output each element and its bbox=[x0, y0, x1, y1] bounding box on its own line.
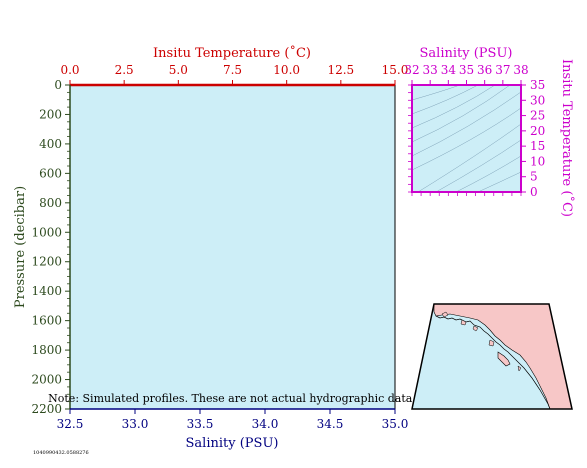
map-frame bbox=[411, 303, 573, 410]
temperature-tick-label: 2.5 bbox=[115, 63, 134, 77]
pressure-tick-label: 1800 bbox=[31, 343, 62, 357]
ts-salinity-tick-label: 38 bbox=[513, 63, 528, 77]
temperature-tick-label: 0.0 bbox=[60, 63, 79, 77]
ts-temperature-tick-label: 5 bbox=[530, 170, 538, 184]
temperature-axis-label: Insitu Temperature (˚C) bbox=[153, 45, 311, 61]
ts-salinity-axis-label: Salinity (PSU) bbox=[420, 46, 513, 61]
pressure-tick-label: 2200 bbox=[31, 402, 62, 416]
salinity-tick-label: 34.0 bbox=[252, 417, 279, 431]
ts-temperature-axis-label: Insitu Temperature (˚C) bbox=[559, 59, 575, 217]
density-isolines bbox=[412, 85, 521, 192]
ts-temperature-tick-label: 35 bbox=[530, 78, 545, 92]
pressure-tick-label: 0 bbox=[54, 78, 62, 92]
pressure-tick-label: 1400 bbox=[31, 284, 62, 298]
pressure-axis-label: Pressure (decibar) bbox=[13, 186, 28, 308]
temperature-tick-label: 12.5 bbox=[327, 63, 354, 77]
pressure-tick-label: 400 bbox=[39, 137, 62, 151]
salinity-tick-label: 35.0 bbox=[382, 417, 409, 431]
temperature-tick-label: 15.0 bbox=[382, 63, 409, 77]
ts-salinity-tick-label: 36 bbox=[477, 63, 492, 77]
salinity-tick-label: 33.5 bbox=[187, 417, 214, 431]
footer-identifier: 1040990432.0588276 bbox=[33, 450, 89, 456]
ts-salinity-tick-label: 35 bbox=[459, 63, 474, 77]
locator-map bbox=[411, 303, 573, 410]
pressure-tick-label: 600 bbox=[39, 166, 62, 180]
ts-plot-area bbox=[412, 85, 521, 192]
ts-temperature-tick-label: 20 bbox=[530, 124, 545, 138]
ts-salinity-tick-label: 33 bbox=[423, 63, 438, 77]
ts-temperature-tick-label: 30 bbox=[530, 93, 545, 107]
salinity-axis-ticks: 32.5 33.0 33.5 34.0 34.5 35.0 bbox=[57, 409, 409, 431]
pressure-tick-label: 200 bbox=[39, 107, 62, 121]
salinity-tick-label: 33.0 bbox=[122, 417, 149, 431]
ts-minor-ticks bbox=[408, 84, 522, 196]
ts-salinity-axis-ticks: 32 33 34 35 36 37 38 bbox=[404, 63, 529, 85]
ts-temperature-tick-label: 0 bbox=[530, 185, 538, 199]
pressure-tick-label: 800 bbox=[39, 196, 62, 210]
pressure-tick-label: 1000 bbox=[31, 225, 62, 239]
temperature-axis-ticks: 0.0 2.5 5.0 7.5 10.0 12.5 15.0 bbox=[60, 63, 408, 85]
map-land bbox=[433, 304, 572, 409]
profile-plot-area bbox=[69, 84, 396, 410]
profile-chart: 0.0 2.5 5.0 7.5 10.0 12.5 15.0 32.5 33.0 33.5 34.… bbox=[13, 45, 416, 451]
ts-temperature-tick-label: 10 bbox=[530, 154, 545, 168]
pressure-axis-ticks: 0 200 400 600 800 1000 1200 1400 1600 1800 2000 220… bbox=[31, 78, 70, 416]
simulated-data-note: Note: Simulated profiles. These are not … bbox=[48, 392, 416, 405]
pressure-tick-label: 1200 bbox=[31, 255, 62, 269]
temperature-tick-label: 10.0 bbox=[273, 63, 300, 77]
salinity-tick-label: 32.5 bbox=[57, 417, 84, 431]
ts-salinity-tick-label: 32 bbox=[404, 63, 419, 77]
salinity-tick-label: 34.5 bbox=[317, 417, 344, 431]
temperature-tick-label: 5.0 bbox=[169, 63, 188, 77]
salinity-axis-label: Salinity (PSU) bbox=[186, 436, 279, 451]
ts-salinity-tick-label: 34 bbox=[441, 63, 457, 77]
ts-temperature-tick-label: 15 bbox=[530, 139, 545, 153]
pressure-tick-label: 2000 bbox=[31, 373, 62, 387]
ts-salinity-tick-label: 37 bbox=[495, 63, 510, 77]
pressure-tick-label: 1600 bbox=[31, 314, 62, 328]
ts-temperature-tick-label: 25 bbox=[530, 109, 545, 123]
temperature-tick-label: 7.5 bbox=[223, 63, 242, 77]
